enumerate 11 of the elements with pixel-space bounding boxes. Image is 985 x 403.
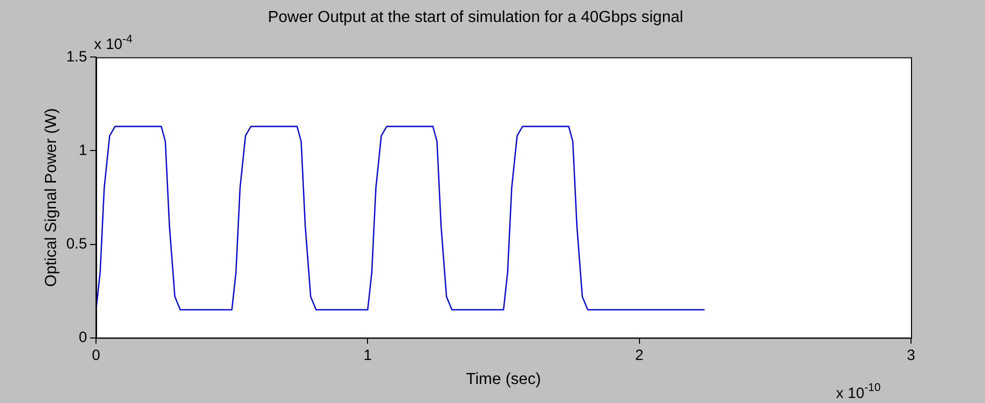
- x-tick-label: 1: [364, 346, 372, 364]
- chart-title: Power Output at the start of simulation for a 40Gbps signal: [268, 9, 684, 26]
- y-tick-label: 0.5: [66, 235, 88, 252]
- y-axis-title: Optical Signal Power (W): [43, 108, 60, 287]
- y-tick-label: 0: [78, 328, 88, 346]
- x-tick-label: 3: [906, 346, 916, 364]
- x-tick-label: 2: [635, 346, 644, 364]
- x-tick-label: 0: [92, 346, 100, 364]
- y-tick-label: 1.5: [66, 48, 88, 66]
- y-tick-label: 1: [78, 142, 88, 159]
- x-axis-title: Time (sec): [466, 370, 542, 388]
